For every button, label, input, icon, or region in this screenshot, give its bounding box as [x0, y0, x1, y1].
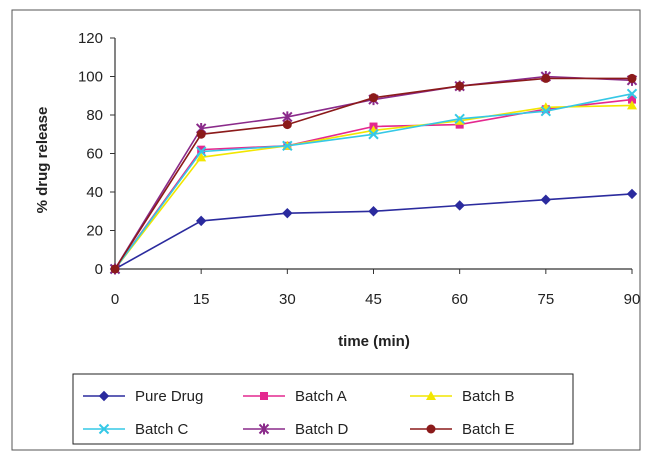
series-point-4: [195, 146, 207, 157]
series-point-1: [540, 194, 552, 205]
legend-marker: [258, 423, 270, 435]
series-point-3: [196, 152, 207, 162]
series-point-6: [369, 93, 378, 103]
legend-marker: [98, 390, 110, 402]
series-point-4: [454, 113, 465, 125]
series-point-1: [368, 206, 379, 217]
legend-label: Batch A: [295, 388, 347, 405]
series-point-6: [541, 73, 551, 83]
x-tick-label: 45: [365, 291, 382, 308]
series-point-4: [626, 88, 638, 100]
series-point-2: [628, 95, 636, 104]
x-axis-title: time (min): [338, 333, 410, 350]
series-point-4: [368, 129, 379, 140]
y-tick-label: 60: [86, 146, 103, 163]
series-point-4: [540, 105, 552, 117]
legend-marker: [426, 391, 436, 400]
plot-area: 0 20 40 60 80 100 120 0 15 30 45 60 75 90: [78, 30, 640, 308]
x-tick-label: 30: [279, 291, 296, 308]
legend: Pure Drug Batch A Batch B Batch C Batch D Bat…: [83, 388, 515, 438]
y-tick-label: 20: [86, 223, 103, 240]
y-tick-label: 120: [78, 30, 103, 47]
legend-label: Batch D: [295, 421, 349, 438]
series-point-6: [110, 264, 120, 274]
x-tick-label: 15: [193, 291, 210, 308]
y-axis-title: % drug release: [34, 107, 51, 214]
series-point-6: [455, 81, 465, 91]
y-tick-label: 40: [86, 184, 103, 201]
x-tick-label: 0: [111, 291, 119, 308]
legend-marker: [98, 423, 110, 435]
series-point-6: [282, 120, 292, 130]
x-tick-label: 75: [537, 291, 554, 308]
legend-label: Batch E: [462, 421, 515, 438]
x-tick-label: 90: [624, 291, 641, 308]
series-point-1: [282, 207, 293, 219]
series-point-4: [282, 140, 293, 152]
legend-marker: [260, 392, 268, 400]
series-point-1: [195, 215, 207, 227]
y-tick-label: 100: [78, 69, 103, 86]
legend-marker: [426, 424, 436, 434]
series-point-3: [627, 100, 637, 110]
x-tick-label: 60: [451, 291, 468, 308]
legend-box: [72, 373, 574, 445]
legend-label: Batch B: [462, 388, 515, 405]
legend-label: Batch C: [135, 421, 189, 438]
series-point-1: [454, 200, 465, 211]
legend-label: Pure Drug: [135, 388, 203, 405]
y-tick-label: 0: [95, 261, 103, 278]
y-tick-label: 80: [86, 107, 103, 124]
series-point-6: [196, 129, 206, 139]
series-point-2: [197, 145, 206, 154]
series-point-6: [627, 73, 637, 83]
series-point-1: [626, 188, 638, 200]
